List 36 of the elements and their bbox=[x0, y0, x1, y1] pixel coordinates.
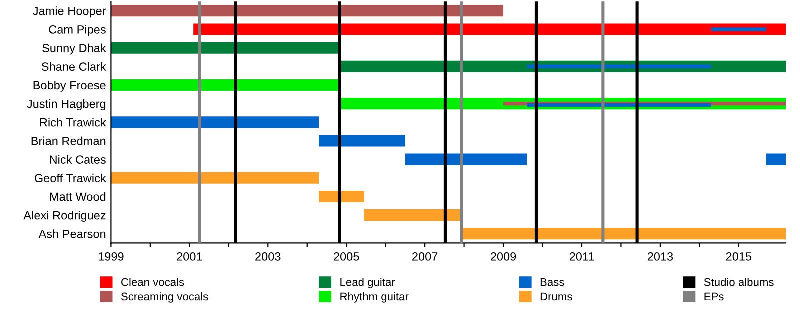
legend-label: Studio albums bbox=[704, 278, 774, 286]
y-tick-label: Matt Wood bbox=[50, 192, 106, 202]
legend-label: Screaming vocals bbox=[121, 292, 208, 303]
y-tick-label: Sunny Dhak bbox=[42, 44, 106, 55]
y-tick-label: Justin Hagberg bbox=[27, 100, 106, 111]
x-tick-label: 2001 bbox=[177, 252, 202, 261]
x-tick-label: 2015 bbox=[726, 252, 752, 261]
legend-label: Lead guitar bbox=[340, 278, 396, 288]
x-tick-label: 2007 bbox=[412, 252, 438, 261]
legend-label: Clean vocals bbox=[122, 278, 184, 286]
y-tick-label: Shane Clark bbox=[42, 62, 106, 72]
y-tick-label: Bobby Froese bbox=[34, 80, 106, 92]
bar bbox=[319, 190, 364, 202]
y-tick-label: Rich Trawick bbox=[40, 118, 106, 127]
x-tick-label: 2005 bbox=[334, 252, 360, 261]
x-tick-label: 2013 bbox=[648, 252, 674, 261]
y-tick-label: Jamie Hooper bbox=[33, 6, 106, 18]
y-tick-label: Brian Redman bbox=[32, 136, 106, 146]
x-tick-label: 2003 bbox=[256, 252, 281, 261]
bar bbox=[462, 228, 786, 240]
y-tick-label: Geoff Trawick bbox=[34, 174, 106, 183]
bar bbox=[364, 210, 462, 222]
legend-label: Bass bbox=[540, 278, 564, 286]
legend-label: Rhythm guitar bbox=[340, 292, 409, 303]
x-tick-label: 2011 bbox=[570, 252, 594, 261]
bar bbox=[194, 24, 786, 36]
y-tick-label: Nick Cates bbox=[50, 155, 106, 164]
bar bbox=[766, 154, 786, 166]
y-tick-label: Alexi Rodriguez bbox=[24, 211, 106, 222]
legend-label: Drums bbox=[540, 292, 572, 301]
x-tick-label: 2009 bbox=[490, 252, 516, 261]
x-tick-label: 1999 bbox=[98, 252, 124, 261]
legend-label: EPs bbox=[704, 292, 724, 301]
y-tick-label: Ash Pearson bbox=[38, 230, 106, 238]
y-tick-label: Cam Pipes bbox=[49, 25, 106, 36]
bar bbox=[111, 172, 320, 184]
